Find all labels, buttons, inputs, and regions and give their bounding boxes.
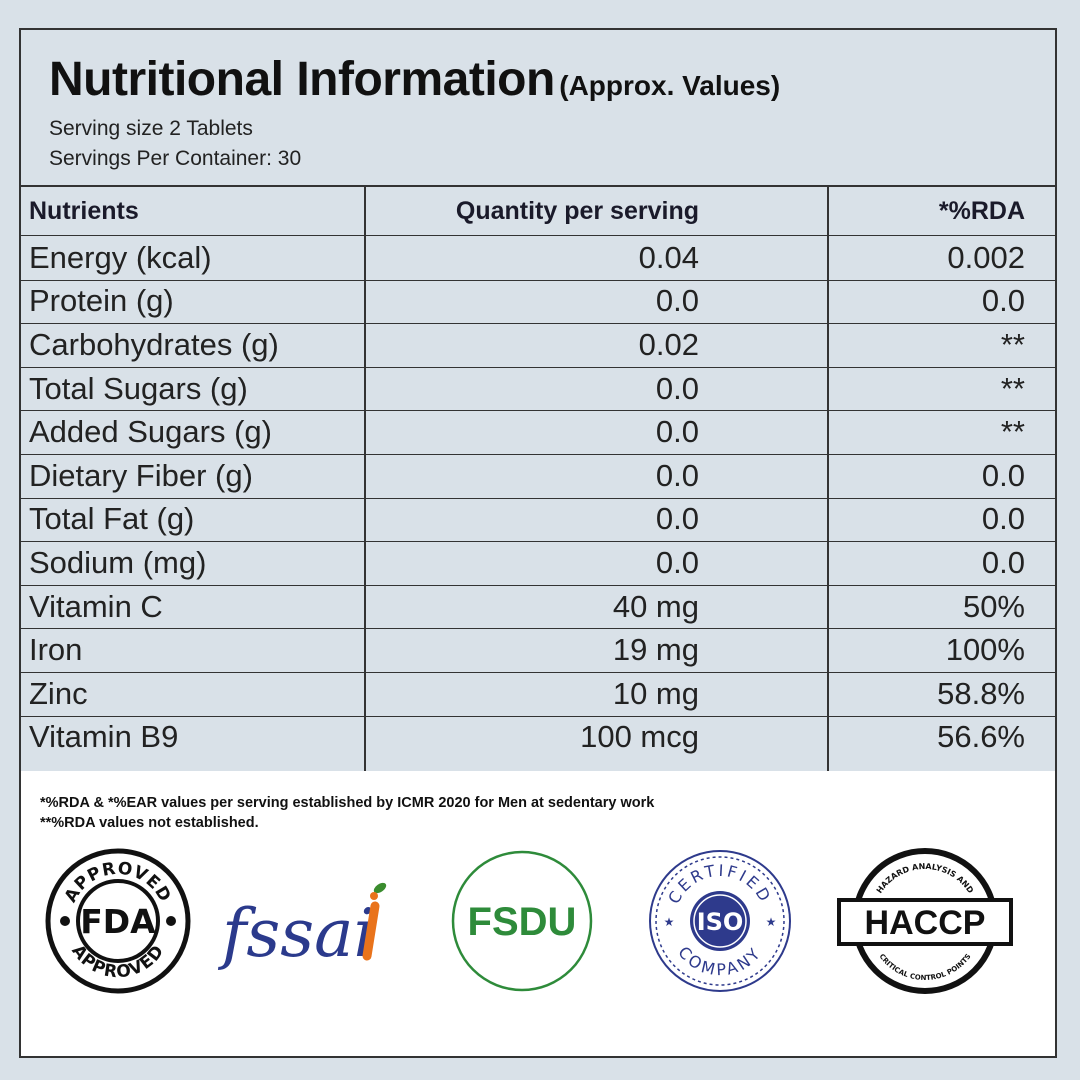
table-row: Total Fat (g) 0.0 0.0 xyxy=(21,498,1055,542)
header-nutrients: Nutrients xyxy=(29,196,139,225)
nutrient-rda: 0.002 xyxy=(947,239,1025,275)
row-divider xyxy=(21,235,1055,236)
nutrient-quantity: 0.0 xyxy=(655,501,699,537)
row-divider xyxy=(21,366,1055,368)
title-sub: (Approx. Values) xyxy=(559,70,781,101)
nutrient-quantity: 100 mcg xyxy=(580,719,699,755)
rda-note: *%RDA & *%EAR values per serving establi… xyxy=(40,795,655,811)
column-divider xyxy=(827,187,829,773)
nutrient-quantity: 0.0 xyxy=(655,544,699,580)
fda-approved-logo: APPROVED APPROVED FDA xyxy=(45,848,191,994)
header-quantity: Quantity per serving xyxy=(455,196,699,225)
nutrient-rda: 50% xyxy=(962,588,1025,624)
nutrient-name: Iron xyxy=(29,632,83,668)
serving-size: Serving size 2 Tablets xyxy=(49,117,253,140)
nutrient-name: Dietary Fiber (g) xyxy=(29,457,253,493)
nutrient-name: Vitamin C xyxy=(29,588,163,624)
nutrient-quantity: 0.0 xyxy=(655,414,699,450)
footer-section: *%RDA & *%EAR values per serving establi… xyxy=(21,771,1055,1056)
nutrient-rda: ** xyxy=(1000,370,1025,406)
row-divider xyxy=(21,410,1055,412)
nutrient-name: Protein (g) xyxy=(29,283,174,319)
nutrient-rda: 100% xyxy=(945,632,1025,668)
nutrient-rda: ** xyxy=(1000,326,1025,362)
iso-certified-logo: CERTIFIED COMPANY ISO ★ ★ xyxy=(649,850,791,992)
nutrient-rda: 0.0 xyxy=(981,544,1025,580)
svg-text:FSDU: FSDU xyxy=(468,900,577,944)
row-divider xyxy=(21,628,1055,630)
svg-text:ISO: ISO xyxy=(697,908,744,936)
column-divider xyxy=(364,187,366,773)
rda-not-established-note: **%RDA values not established. xyxy=(40,815,259,831)
table-row: Iron 19 mg 100% xyxy=(21,628,1055,672)
nutrient-quantity: 0.02 xyxy=(638,326,699,362)
row-divider xyxy=(21,323,1055,325)
table-row: Dietary Fiber (g) 0.0 0.0 xyxy=(21,454,1055,498)
table-row: Carbohydrates (g) 0.02 ** xyxy=(21,323,1055,367)
nutrient-name: Total Sugars (g) xyxy=(29,370,248,406)
nutrient-quantity: 10 mg xyxy=(612,675,699,711)
svg-text:★: ★ xyxy=(766,915,777,929)
page-title: Nutritional Information (Approx. Values) xyxy=(49,52,780,107)
nutrient-name: Carbohydrates (g) xyxy=(29,326,279,362)
nutrient-name: Vitamin B9 xyxy=(29,719,179,755)
servings-per-container: Servings Per Container: 30 xyxy=(49,147,302,170)
nutrient-rda: 0.0 xyxy=(981,501,1025,537)
nutrition-panel: Nutritional Information (Approx. Values)… xyxy=(19,28,1057,1058)
haccp-logo: HAZARD ANALYSIS AND CRITICAL CONTROL POI… xyxy=(837,848,1013,994)
nutrient-quantity: 0.0 xyxy=(655,370,699,406)
title-main: Nutritional Information xyxy=(49,53,555,106)
row-divider xyxy=(21,541,1055,543)
row-divider xyxy=(21,279,1055,281)
nutrient-rda: 0.0 xyxy=(981,457,1025,493)
row-divider xyxy=(21,715,1055,717)
nutrient-name: Energy (kcal) xyxy=(29,239,212,275)
nutrient-rda: 0.0 xyxy=(981,283,1025,319)
fsdu-logo: FSDU xyxy=(451,850,593,992)
row-divider xyxy=(21,454,1055,455)
table-row: Energy (kcal) 0.04 0.002 xyxy=(21,236,1055,280)
table-row: Sodium (mg) 0.0 0.0 xyxy=(21,541,1055,585)
row-divider xyxy=(21,497,1055,499)
row-divider xyxy=(21,584,1055,586)
svg-text:FDA: FDA xyxy=(80,902,156,941)
table-header-row: Nutrients Quantity per serving *%RDA xyxy=(21,187,1055,235)
table-row: Vitamin C 40 mg 50% xyxy=(21,585,1055,629)
table-row: Total Sugars (g) 0.0 ** xyxy=(21,367,1055,411)
nutrient-quantity: 0.0 xyxy=(655,457,699,493)
nutrient-name: Added Sugars (g) xyxy=(29,414,272,450)
nutrient-quantity: 0.04 xyxy=(638,239,699,275)
nutrient-name: Zinc xyxy=(29,675,88,711)
svg-text:fssai: fssai xyxy=(217,895,375,972)
nutrient-rda: 58.8% xyxy=(937,675,1025,711)
nutrient-name: Sodium (mg) xyxy=(29,544,207,580)
table-row: Vitamin B9 100 mcg 56.6% xyxy=(21,716,1055,760)
header-rda: *%RDA xyxy=(938,196,1025,225)
table-row: Added Sugars (g) 0.0 ** xyxy=(21,410,1055,454)
svg-text:★: ★ xyxy=(664,915,675,929)
row-divider xyxy=(21,672,1055,673)
nutrient-quantity: 0.0 xyxy=(655,283,699,319)
table-row: Protein (g) 0.0 0.0 xyxy=(21,280,1055,324)
table-row: Zinc 10 mg 58.8% xyxy=(21,672,1055,716)
nutrient-name: Total Fat (g) xyxy=(29,501,195,537)
nutrition-table: Nutrients Quantity per serving *%RDA Energy… xyxy=(21,185,1055,775)
nutrient-rda: ** xyxy=(1000,414,1025,450)
fssai-logo: fssai xyxy=(217,882,387,972)
svg-text:HACCP: HACCP xyxy=(865,904,986,942)
nutrient-rda: 56.6% xyxy=(937,719,1025,755)
nutrient-quantity: 19 mg xyxy=(612,632,699,668)
nutrient-quantity: 40 mg xyxy=(612,588,699,624)
